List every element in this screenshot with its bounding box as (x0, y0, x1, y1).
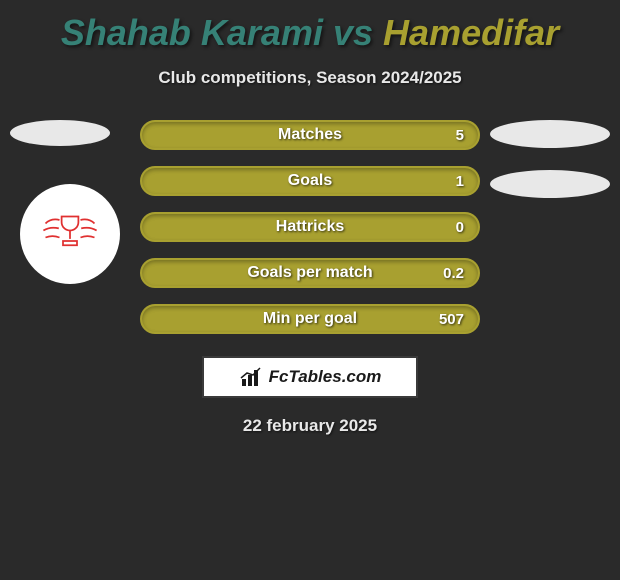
stat-row: Min per goal 507 (0, 304, 620, 334)
stat-label: Matches (278, 126, 342, 144)
brand-text: FcTables.com (269, 367, 382, 387)
stat-bar-goals-per-match: Goals per match 0.2 (140, 258, 480, 288)
stat-label: Hattricks (276, 218, 344, 236)
stat-row: Goals per match 0.2 (0, 258, 620, 288)
vs-text: vs (333, 12, 373, 53)
stat-row: Matches 5 (0, 120, 620, 150)
player2-name: Hamedifar (383, 12, 559, 53)
player1-name: Shahab Karami (61, 12, 323, 53)
stat-label: Goals per match (247, 264, 372, 282)
stat-bar-min-per-goal: Min per goal 507 (140, 304, 480, 334)
brand-box[interactable]: FcTables.com (202, 356, 418, 398)
stat-row: Hattricks 0 (0, 212, 620, 242)
stat-bar-hattricks: Hattricks 0 (140, 212, 480, 242)
stat-value: 0 (456, 219, 464, 236)
date-text: 22 february 2025 (0, 416, 620, 436)
stat-label: Goals (288, 172, 332, 190)
stat-label: Min per goal (263, 310, 357, 328)
stat-value: 5 (456, 127, 464, 144)
stat-row: Goals 1 (0, 166, 620, 196)
stat-value: 507 (439, 311, 464, 328)
stat-bar-matches: Matches 5 (140, 120, 480, 150)
bar-chart-icon (239, 365, 263, 389)
stat-value: 1 (456, 173, 464, 190)
comparison-title: Shahab Karami vs Hamedifar (0, 0, 620, 54)
subtitle: Club competitions, Season 2024/2025 (0, 68, 620, 88)
stat-bar-goals: Goals 1 (140, 166, 480, 196)
stats-container: Matches 5 Goals 1 Hattricks 0 Goals per … (0, 120, 620, 334)
stat-value: 0.2 (443, 265, 464, 282)
